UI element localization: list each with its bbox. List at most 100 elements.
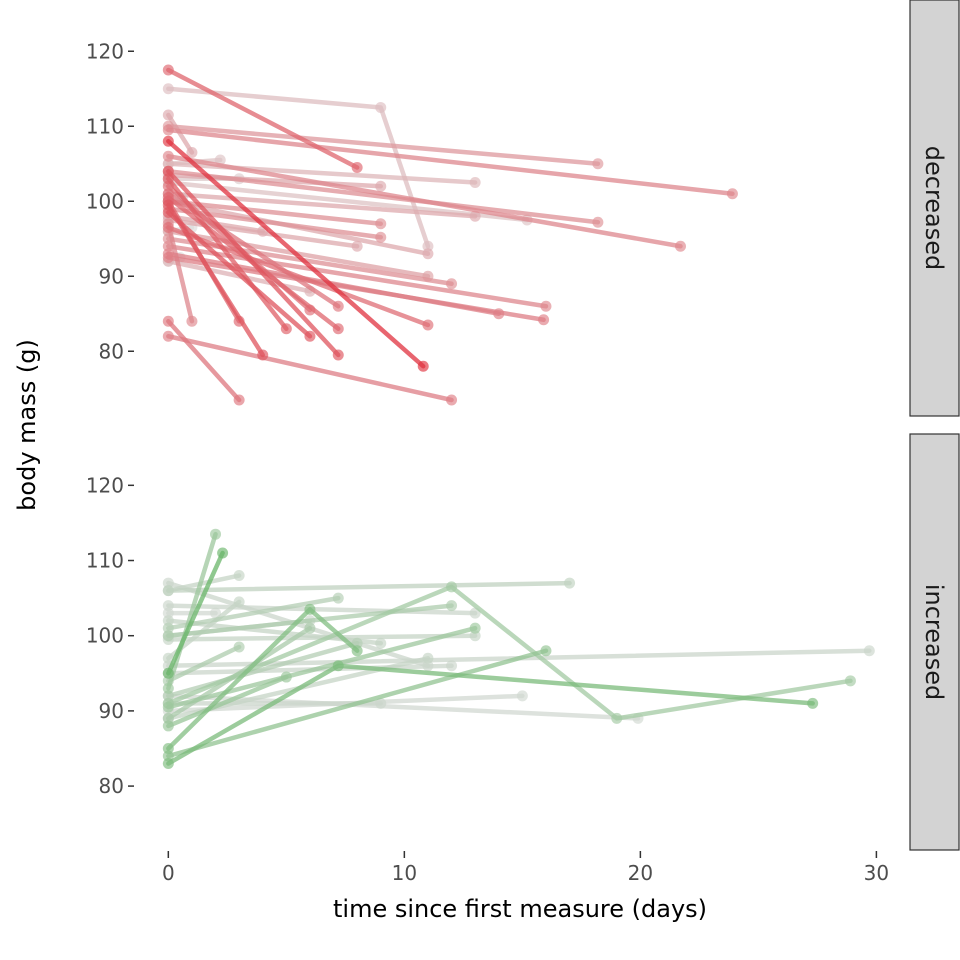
data-point — [422, 652, 434, 664]
series-decreased-20 — [162, 222, 434, 331]
data-point — [540, 645, 552, 657]
series-line — [166, 139, 426, 369]
data-point — [280, 323, 292, 335]
series-decreased-31 — [162, 330, 458, 406]
data-point — [375, 637, 387, 649]
data-point — [162, 742, 174, 754]
data-point — [516, 690, 528, 702]
data-point — [233, 570, 245, 582]
data-point — [162, 701, 174, 713]
series-line — [166, 206, 383, 240]
data-point — [162, 109, 174, 121]
series-decreased-30 — [162, 315, 245, 406]
series-increased-11 — [162, 600, 458, 642]
series-increased-4 — [162, 671, 292, 732]
y-tick-label: 110 — [86, 549, 124, 573]
x-axis: 0 10 20 30 — [162, 851, 889, 885]
data-point — [375, 102, 387, 113]
facet-panel-decreased: 80 90 100 110 120 — [86, 39, 738, 406]
data-point — [726, 188, 738, 200]
data-point — [304, 330, 316, 342]
series-line — [166, 221, 195, 324]
data-point — [162, 652, 174, 664]
series-decreased-4 — [162, 124, 738, 200]
data-point — [162, 667, 174, 679]
data-point — [304, 603, 316, 615]
series-decreased-26 — [162, 165, 344, 361]
data-point — [469, 622, 481, 634]
data-point — [162, 750, 174, 762]
series-line — [166, 573, 242, 593]
y-tick-label: 120 — [86, 39, 124, 63]
data-point — [446, 581, 458, 593]
series-increased-7 — [162, 622, 481, 713]
data-point — [186, 147, 198, 158]
series-line — [166, 640, 360, 699]
data-point — [332, 592, 344, 604]
series-line — [166, 169, 341, 358]
y-tick-label: 90 — [99, 264, 124, 288]
data-point — [332, 323, 344, 335]
y-tick-label: 120 — [86, 473, 124, 497]
data-point — [162, 83, 174, 95]
data-point — [332, 660, 344, 672]
data-point — [375, 180, 387, 192]
x-tick-label: 0 — [162, 861, 175, 885]
data-point — [417, 360, 429, 372]
series-decreased-0 — [162, 135, 429, 372]
series-line — [166, 531, 218, 691]
data-point — [469, 210, 481, 222]
x-axis-title: time since first measure (days) — [333, 895, 707, 923]
data-point — [162, 630, 174, 642]
data-point — [446, 394, 458, 406]
series-decreased-32 — [162, 109, 198, 158]
data-point — [538, 314, 550, 326]
data-point — [375, 218, 387, 230]
series-line — [166, 334, 454, 403]
data-point — [162, 622, 174, 634]
series-decreased-3 — [162, 120, 604, 170]
series-line — [166, 648, 549, 759]
series-line — [166, 210, 313, 339]
data-point — [186, 315, 198, 327]
series-line — [166, 550, 225, 676]
data-point — [351, 240, 363, 252]
data-point — [351, 162, 363, 173]
series-increased-12 — [162, 592, 344, 634]
data-point — [162, 600, 174, 612]
series-line — [166, 595, 341, 631]
data-point — [540, 300, 552, 312]
series-increased-13 — [162, 577, 576, 597]
y-axis-title: body mass (g) — [13, 339, 41, 511]
x-tick-label: 30 — [864, 861, 889, 885]
series-line — [166, 199, 383, 226]
data-point — [162, 150, 174, 162]
series-decreased-5 — [162, 150, 686, 252]
data-point — [564, 577, 576, 589]
y-tick-label: 110 — [86, 114, 124, 138]
data-point — [162, 690, 174, 702]
data-point — [210, 528, 222, 540]
data-point — [233, 394, 245, 406]
data-point — [162, 64, 174, 76]
data-point — [217, 547, 229, 559]
series-line — [166, 603, 454, 638]
data-point — [162, 222, 174, 233]
series-line — [166, 319, 242, 403]
strip-decreased — [909, 0, 960, 417]
data-point — [162, 712, 174, 724]
data-point — [162, 252, 174, 263]
data-point — [162, 577, 174, 589]
series-line — [166, 67, 360, 170]
data-point — [162, 615, 174, 627]
data-point — [162, 682, 174, 694]
x-tick-label: 10 — [392, 861, 417, 885]
data-point — [162, 758, 174, 770]
series-increased-3 — [162, 603, 363, 754]
data-point — [280, 671, 292, 683]
data-point — [233, 596, 245, 608]
data-point — [375, 231, 387, 243]
data-point — [332, 349, 344, 361]
data-point — [351, 645, 363, 657]
y-tick-label: 100 — [86, 624, 124, 648]
